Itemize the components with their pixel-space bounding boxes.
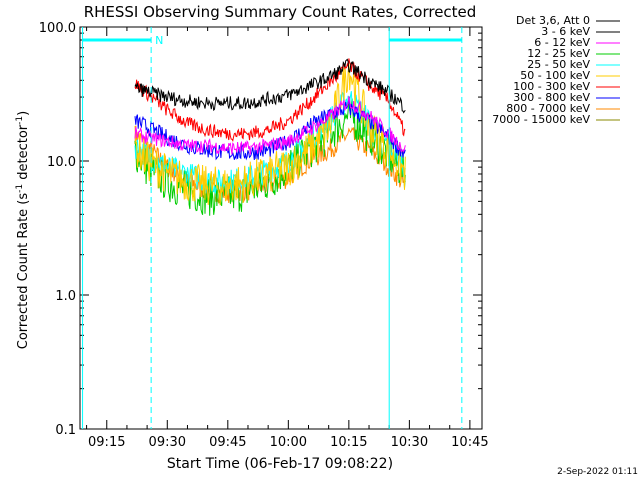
annotations-layer: N: [82, 27, 463, 429]
legend-entry-label: 12 - 25 keV: [527, 47, 590, 60]
series-3-6-kev: [134, 58, 406, 114]
y-tick-label: 0.1: [55, 423, 76, 438]
legend-entry-label: 300 - 800 keV: [513, 91, 590, 104]
y-tick-label: 10.0: [47, 155, 76, 170]
x-tick-label: 09:30: [149, 435, 186, 450]
series-layer: [134, 58, 406, 216]
x-axis-ticks: 09:15 09:30 09:45 10:00 10:15 10:30 10:45: [86, 27, 489, 450]
legend-entry-label: 800 - 7000 keV: [506, 102, 590, 115]
x-tick-label: 10:15: [330, 435, 367, 450]
series-300-800-kev: [134, 98, 406, 161]
legend-entry-label: 25 - 50 keV: [527, 58, 590, 71]
series-line: [134, 96, 406, 155]
series-line: [134, 58, 406, 114]
legend-entry-label: 100 - 300 keV: [513, 80, 590, 93]
y-axis-ticks: 0.1 1.0 10.0 100.0: [39, 21, 482, 438]
night-marker: N: [155, 34, 163, 47]
chart-title: RHESSI Observing Summary Count Rates, Co…: [84, 3, 477, 21]
legend-entry-label: 3 - 6 keV: [541, 25, 590, 38]
x-tick-label: 10:00: [270, 435, 307, 450]
x-tick-label: 09:45: [209, 435, 246, 450]
legend-title: Det 3,6, Att 0: [516, 14, 590, 27]
x-tick-label: 09:15: [88, 435, 125, 450]
legend-entry-label: 6 - 12 keV: [534, 36, 590, 49]
x-axis-label: Start Time (06-Feb-17 09:08:22): [167, 456, 393, 472]
series-6-12-kev: [134, 96, 406, 155]
y-tick-label: 100.0: [39, 21, 76, 36]
timestamp: 2-Sep-2022 01:11: [557, 467, 638, 477]
y-axis-label: Corrected Count Rate (s-1 detector-1): [15, 111, 31, 349]
legend-entry-label: 50 - 100 keV: [520, 69, 590, 82]
y-tick-label: 1.0: [55, 289, 76, 304]
series-line: [134, 98, 406, 161]
plot-frame: [79, 26, 483, 430]
legend-entry-label: 7000 - 15000 keV: [492, 113, 590, 126]
x-tick-label: 10:45: [451, 435, 488, 450]
x-tick-label: 10:30: [391, 435, 428, 450]
